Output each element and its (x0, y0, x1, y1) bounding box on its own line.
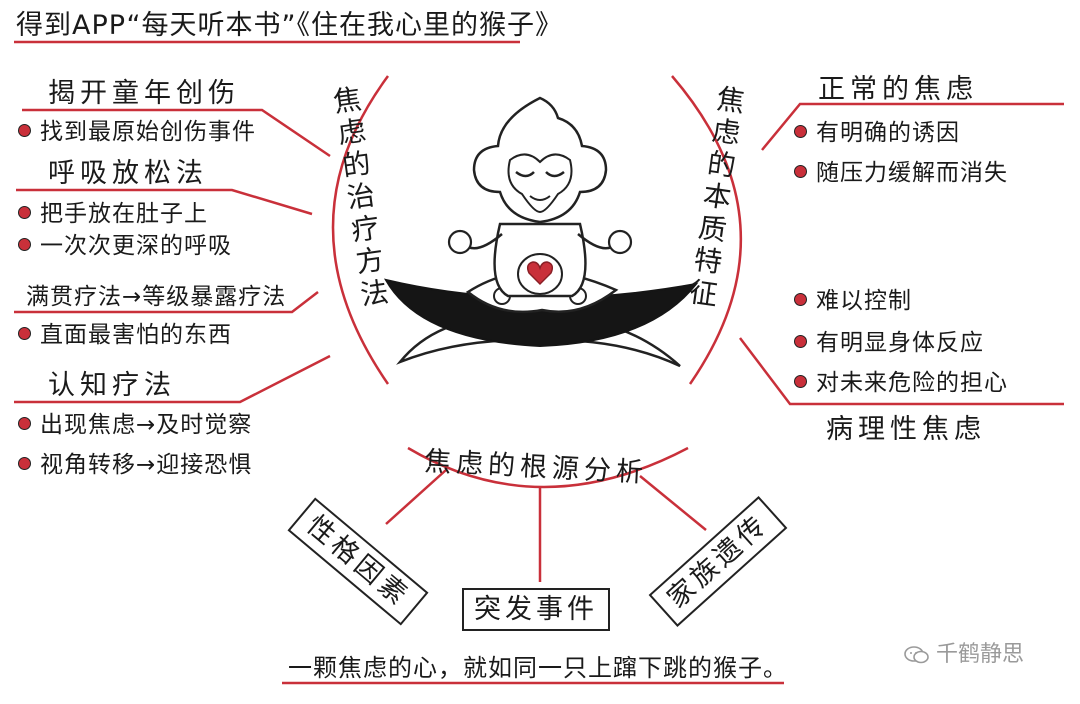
watermark: 千鹤静思 (904, 644, 1024, 666)
bullet-icon (18, 206, 31, 219)
item-text: 难以控制 (816, 288, 912, 314)
wechat-icon (904, 646, 929, 664)
meditating-monkey-illustration (383, 96, 699, 368)
left-section-head: 揭开童年创伤 (48, 78, 240, 109)
bullet-icon (794, 165, 807, 178)
bullet-icon (18, 327, 31, 340)
left-section-item: 找到最原始创伤事件 (18, 121, 256, 144)
left-section-head: 认知疗法 (48, 370, 176, 401)
bullet-icon (794, 335, 807, 348)
left-section-item: 出现焦虑→及时觉察 (18, 414, 252, 437)
item-text: 有明显身体反应 (816, 330, 984, 356)
item-text: 直面最害怕的东西 (40, 322, 232, 348)
page-title: 得到APP“每天听本书”《住在我心里的猴子》 (16, 10, 564, 41)
right-section-item: 对未来危险的担心 (794, 372, 1008, 395)
item-text: 一次次更深的呼吸 (40, 233, 232, 259)
factor-box: 突发事件 (462, 588, 610, 631)
right-section-item: 有明显身体反应 (794, 332, 984, 355)
right-section-item: 难以控制 (794, 290, 912, 313)
item-text: 出现焦虑→及时觉察 (40, 412, 253, 438)
right-section-item: 随压力缓解而消失 (794, 162, 1008, 185)
item-text: 有明确的诱因 (816, 120, 960, 146)
item-text: 对未来危险的担心 (816, 370, 1008, 396)
left-section-item: 视角转移→迎接恐惧 (18, 454, 252, 477)
right-section-head: 正常的焦虑 (818, 74, 978, 105)
right-section-head: 病理性焦虑 (826, 414, 986, 445)
left-section-item: 把手放在肚子上 (18, 203, 208, 226)
left-section-head: 呼吸放松法 (48, 158, 208, 189)
right-section-item: 有明确的诱因 (794, 122, 960, 145)
bullet-icon (794, 125, 807, 138)
item-text: 找到最原始创伤事件 (40, 119, 256, 145)
bullet-icon (794, 375, 807, 388)
left-section-head: 满贯疗法→等级暴露疗法 (26, 284, 287, 310)
left-section-item: 直面最害怕的东西 (18, 324, 232, 347)
left-section-item: 一次次更深的呼吸 (18, 235, 232, 258)
bullet-icon (18, 124, 31, 137)
item-text: 随压力缓解而消失 (816, 160, 1008, 186)
bullet-icon (18, 238, 31, 251)
item-text: 视角转移→迎接恐惧 (40, 452, 253, 478)
watermark-text: 千鹤静思 (936, 642, 1025, 667)
caption: 一颗焦虑的心，就如同一只上蹿下跳的猴子。 (288, 654, 788, 682)
bullet-icon (794, 293, 807, 306)
bullet-icon (18, 417, 31, 430)
item-text: 把手放在肚子上 (40, 201, 208, 227)
bullet-icon (18, 457, 31, 470)
